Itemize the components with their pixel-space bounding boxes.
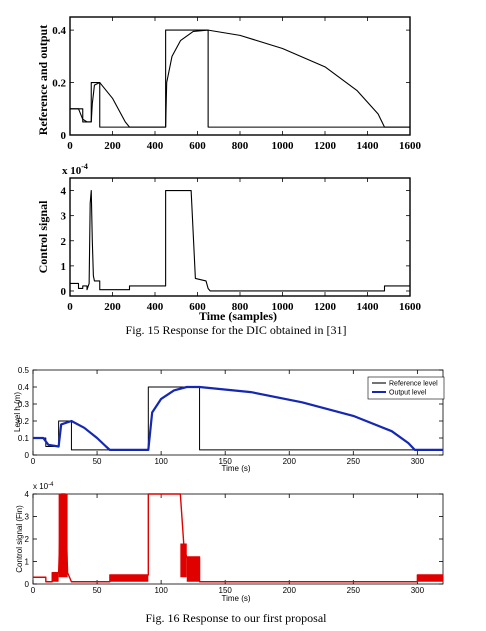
fig16-top-ytick-label: 0.5 bbox=[18, 366, 30, 375]
fig16-legend-box bbox=[367, 376, 445, 400]
fig16-top-xtick-label: 200 bbox=[283, 457, 297, 466]
fig16-legend: Reference level Output level bbox=[367, 376, 445, 400]
fig16-top-ytick-label: 0.1 bbox=[18, 434, 30, 443]
fig16-bot-xtick-label: 200 bbox=[283, 586, 297, 595]
fig16-bot-chatter-band bbox=[186, 557, 200, 582]
fig16-bot-ytick-label: 0 bbox=[25, 580, 30, 589]
fig16-bot-chatter-band bbox=[52, 572, 59, 582]
fig15-top-panel: 0 200 400 600 800 1000 1200 1400 1600 0 0.2 0.4 bbox=[52, 16, 422, 152]
fig16-bot-xtick-label: 300 bbox=[411, 586, 425, 595]
fig16-bot-ytick-label: 2 bbox=[25, 535, 30, 544]
fig15-top-xtick-label: 400 bbox=[147, 140, 164, 152]
fig15-top-frame bbox=[69, 16, 411, 136]
fig15-bot-ytick-label: 3 bbox=[61, 211, 67, 223]
fig15-bot-xtick-label: 1000 bbox=[272, 301, 295, 313]
fig16-top-ytick-label: 0.2 bbox=[18, 417, 30, 426]
fig15-top-xtick-label: 1600 bbox=[399, 140, 422, 152]
fig16-bot-chatter-band bbox=[109, 575, 149, 582]
fig16-bottom-panel: 0 50 100 150 200 250 300 0 1 2 3 4 bbox=[25, 490, 444, 595]
fig15-bot-xtick-label: 1200 bbox=[314, 301, 337, 313]
fig16-caption: Fig. 16 Response to our first proposal bbox=[146, 611, 328, 625]
fig16-bot-chatter-band bbox=[180, 543, 187, 578]
fig16-top-xlabel: Time (s) bbox=[221, 464, 250, 473]
fig16-bot-xtick-label: 0 bbox=[31, 586, 36, 595]
fig16-top-xtick-label: 0 bbox=[31, 457, 36, 466]
fig16-top-ylabel: Level h (m) bbox=[13, 392, 22, 432]
fig16-bot-ytick-label: 3 bbox=[25, 513, 30, 522]
fig16-legend-ref-label: Reference level bbox=[389, 381, 438, 388]
fig15-bot-ytick-label: 0 bbox=[61, 286, 67, 298]
fig16-top-xtick-label: 300 bbox=[411, 457, 425, 466]
fig15-top-series-2 bbox=[70, 29, 410, 128]
fig16-bot-frame bbox=[32, 493, 444, 585]
fig15-bot-xtick-label: 400 bbox=[147, 301, 164, 313]
fig16-top-xtick-label: 250 bbox=[347, 457, 361, 466]
fig15-bot-ytick-label: 4 bbox=[61, 186, 67, 198]
fig15-bottom-exponent: x 10-4 bbox=[62, 162, 88, 177]
fig16-bot-xtick-label: 250 bbox=[347, 586, 361, 595]
fig15-bot-xtick-label: 800 bbox=[232, 301, 249, 313]
fig15-bot-series-1 bbox=[70, 190, 410, 292]
fig15-bot-frame bbox=[69, 177, 411, 297]
fig15-bottom-ylabel: Control signal bbox=[36, 200, 50, 273]
fig15-bot-xtick-label: 1600 bbox=[399, 301, 422, 313]
fig16-top-ytick-label: 0.3 bbox=[18, 400, 30, 409]
fig15-top-xtick-label: 800 bbox=[232, 140, 249, 152]
fig16-top-panel: 0 50 100 150 200 250 300 0 0.1 0.2 0.3 0.4 0.5 bbox=[18, 366, 444, 466]
fig16-bot-xtick-label: 100 bbox=[154, 586, 168, 595]
fig15-caption: Fig. 15 Response for the DIC obtained in… bbox=[126, 323, 347, 337]
fig16-bot-chatter-band bbox=[58, 494, 68, 578]
fig16-top-xtick-label: 50 bbox=[93, 457, 102, 466]
fig16-bottom-xlabel: Time (s) bbox=[221, 594, 250, 603]
fig16-bottom-exponent: x 10-4 bbox=[33, 482, 54, 491]
fig15-top-xtick-label: 1200 bbox=[314, 140, 337, 152]
fig16-bot-chatter-band bbox=[417, 575, 443, 582]
fig15-bot-xtick-label: 200 bbox=[104, 301, 121, 313]
fig15-bot-xtick-label: 1400 bbox=[357, 301, 380, 313]
fig16-top-ytick-label: 0.4 bbox=[18, 383, 30, 392]
fig15-bot-xtick-label: 600 bbox=[189, 301, 206, 313]
fig16-bot-ytick-label: 1 bbox=[25, 558, 30, 567]
fig16-bot-xtick-label: 50 bbox=[93, 586, 102, 595]
fig16-bot-ytick-label: 4 bbox=[25, 490, 30, 499]
fig16-top-xtick-label: 100 bbox=[154, 457, 168, 466]
fig15-top-ylabel: Reference and output bbox=[36, 25, 50, 135]
fig15-top-xtick-label: 1000 bbox=[272, 140, 295, 152]
fig16-legend-out-label: Output level bbox=[389, 390, 427, 397]
fig16-bot-series-1 bbox=[33, 493, 443, 583]
fig16-top-series-1 bbox=[33, 386, 443, 451]
fig15-top-ytick-label: 0 bbox=[61, 130, 67, 142]
fig15-top-xtick-label: 1400 bbox=[357, 140, 380, 152]
fig15-top-ytick-label: 0.2 bbox=[52, 78, 66, 90]
fig15-top-xtick-label: 600 bbox=[189, 140, 206, 152]
fig16-bottom-ylabel: Control signal (Fin) bbox=[15, 505, 24, 573]
fig15-top-xtick-label: 200 bbox=[104, 140, 121, 152]
fig16-top-series-2 bbox=[33, 385, 443, 451]
fig15-bottom-xlabel: Time (samples) bbox=[199, 309, 277, 323]
fig16-top-ytick-label: 0 bbox=[25, 451, 30, 460]
fig15-bot-ytick-label: 2 bbox=[61, 236, 67, 248]
fig15-bot-ytick-label: 1 bbox=[61, 261, 67, 273]
fig15-bot-xtick-label: 0 bbox=[67, 301, 73, 313]
fig15-top-xtick-label: 0 bbox=[67, 140, 73, 152]
fig16-bot-xtick-label: 150 bbox=[219, 586, 233, 595]
fig15-top-ytick-label: 0.4 bbox=[52, 25, 66, 37]
fig15-bottom-panel: 0 200 400 600 800 1000 1200 1400 1600 0 1 2 3 4 bbox=[61, 177, 422, 313]
fig16-top-xtick-label: 150 bbox=[219, 457, 233, 466]
